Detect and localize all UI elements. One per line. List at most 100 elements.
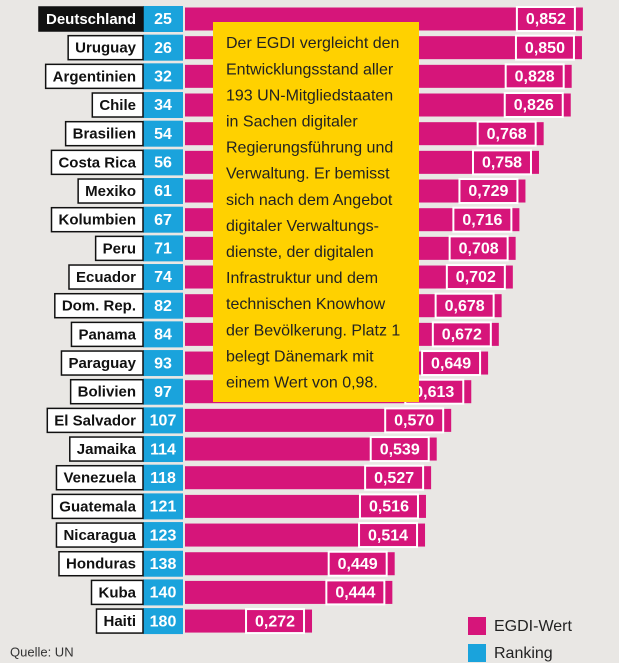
- category-label: Deutschland: [46, 11, 136, 28]
- rank-label: 107: [150, 413, 177, 430]
- value-label-box: [434, 292, 495, 319]
- rank-box: [143, 464, 183, 491]
- category-box: [55, 522, 144, 548]
- category-box: [68, 264, 144, 290]
- category-label: Paraguay: [68, 355, 136, 372]
- value-label: 0,516: [369, 499, 409, 516]
- annotation-line: Verwaltung. Er bemisst: [226, 166, 390, 183]
- category-box: [38, 6, 144, 32]
- rank-box: [143, 120, 183, 147]
- category-box: [50, 206, 144, 233]
- rank-box: [143, 350, 183, 377]
- value-label: 0,678: [445, 298, 485, 315]
- value-label: 0,702: [456, 269, 496, 286]
- category-box: [50, 149, 144, 176]
- value-label-box: [504, 63, 565, 90]
- annotation-line: sich nach dem Angebot: [226, 192, 393, 209]
- value-label: 0,729: [468, 183, 508, 200]
- category-label: Argentinien: [53, 68, 136, 85]
- value-label: 0,826: [514, 97, 554, 114]
- rank-label: 61: [154, 183, 172, 200]
- annotation-line: Infrastruktur und dem: [226, 270, 378, 287]
- source: Quelle: UN: [10, 644, 74, 659]
- value-label-box: [421, 350, 482, 377]
- value-label: 0,708: [459, 241, 499, 258]
- value-label-box: [369, 436, 430, 463]
- value-label: 0,716: [462, 212, 502, 229]
- category-box: [46, 407, 144, 434]
- annotation-line: in Sachen digitaler: [226, 114, 358, 131]
- value-label: 0,758: [482, 155, 522, 172]
- rank-box: [143, 6, 183, 32]
- value-label-box: [445, 264, 506, 291]
- category-box: [94, 235, 144, 262]
- annotation-line: technischen Knowhow: [226, 296, 386, 313]
- category-box: [95, 608, 144, 634]
- value-label: 0,850: [525, 40, 565, 57]
- value-label-box: [358, 493, 419, 520]
- value-label: 0,449: [338, 556, 378, 573]
- value-label: 0,527: [374, 470, 414, 487]
- category-label: Honduras: [66, 556, 136, 573]
- rank-label: 123: [150, 527, 177, 544]
- value-label-box: [448, 235, 509, 262]
- category-box: [54, 292, 144, 319]
- rank-box: [143, 92, 183, 119]
- value-label-box: [384, 407, 445, 434]
- value-label-box: [364, 464, 425, 491]
- value-label-box: [358, 522, 419, 549]
- rank-box: [143, 149, 183, 176]
- category-box: [70, 321, 144, 348]
- category-label: Haiti: [103, 613, 136, 630]
- category-box: [69, 378, 144, 405]
- category-box: [55, 464, 144, 491]
- legend-swatch: [468, 644, 486, 662]
- value-label: 0,613: [414, 384, 454, 401]
- rank-box: [143, 378, 183, 405]
- rank-box: [143, 63, 183, 90]
- value-label-box: [471, 149, 532, 176]
- rank-box: [143, 436, 183, 463]
- category-label: Uruguay: [75, 40, 137, 57]
- category-label: Brasilien: [73, 126, 136, 143]
- category-box: [64, 120, 144, 147]
- value-label-box: [515, 6, 576, 32]
- category-box: [58, 550, 144, 577]
- value-label-box: [503, 92, 564, 119]
- rank-label: 82: [154, 298, 172, 315]
- annotation-box: [213, 22, 419, 402]
- annotation-line: belegt Dänemark mit: [226, 348, 374, 365]
- category-box: [90, 579, 144, 606]
- annotation-line: Regierungsführung und: [226, 140, 393, 157]
- rank-label: 97: [154, 384, 172, 401]
- value-label: 0,272: [255, 613, 295, 630]
- rank-box: [143, 34, 183, 61]
- rank-box: [143, 522, 183, 549]
- value-label: 0,672: [442, 327, 482, 344]
- rank-box: [143, 407, 183, 434]
- category-box: [91, 92, 144, 118]
- rank-box: [143, 550, 183, 577]
- value-label: 0,539: [380, 441, 420, 458]
- category-label: Kolumbien: [59, 212, 137, 229]
- value-label: 0,570: [394, 413, 434, 430]
- annotation-line: der Bevölkerung. Platz 1: [226, 322, 400, 339]
- value-label-box: [476, 120, 537, 147]
- annotation-line: einem Wert von 0,98.: [226, 375, 378, 392]
- rank-box: [143, 493, 183, 520]
- annotation-line: 193 UN-Mitgliedstaaten: [226, 87, 393, 104]
- annotation-line: Entwicklungsstand aller: [226, 61, 394, 78]
- rank-label: 56: [154, 155, 172, 172]
- rank-label: 121: [150, 499, 177, 516]
- rank-label: 84: [154, 327, 172, 344]
- rank-label: 118: [150, 470, 176, 487]
- rank-box: [143, 292, 183, 319]
- category-label: Panama: [78, 326, 136, 343]
- rank-label: 93: [154, 355, 172, 372]
- rank-label: 180: [150, 613, 177, 630]
- value-label: 0,649: [431, 355, 471, 372]
- rank-label: 140: [150, 585, 177, 602]
- category-label: Nicaragua: [63, 527, 136, 544]
- value-label-box: [327, 550, 388, 577]
